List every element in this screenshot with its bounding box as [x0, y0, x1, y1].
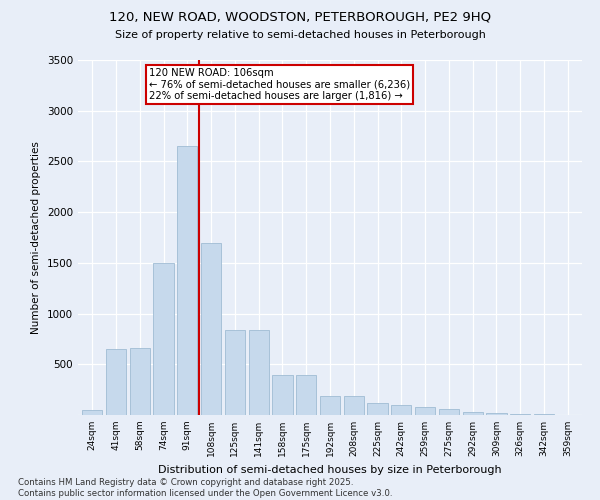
Bar: [225, 330, 245, 415]
Text: Contains HM Land Registry data © Crown copyright and database right 2025.
Contai: Contains HM Land Registry data © Crown c…: [18, 478, 392, 498]
Bar: [439, 410, 459, 415]
Bar: [177, 146, 197, 415]
Bar: [344, 396, 364, 415]
Bar: [154, 263, 173, 415]
X-axis label: Distribution of semi-detached houses by size in Peterborough: Distribution of semi-detached houses by …: [158, 464, 502, 474]
Bar: [82, 410, 103, 415]
Bar: [510, 414, 530, 415]
Bar: [463, 412, 483, 415]
Bar: [367, 403, 388, 415]
Bar: [201, 242, 221, 415]
Bar: [130, 348, 150, 415]
Bar: [534, 414, 554, 415]
Bar: [272, 376, 293, 415]
Bar: [391, 405, 412, 415]
Bar: [487, 413, 506, 415]
Text: Size of property relative to semi-detached houses in Peterborough: Size of property relative to semi-detach…: [115, 30, 485, 40]
Bar: [248, 330, 269, 415]
Bar: [106, 349, 126, 415]
Bar: [415, 408, 435, 415]
Bar: [296, 376, 316, 415]
Y-axis label: Number of semi-detached properties: Number of semi-detached properties: [31, 141, 41, 334]
Text: 120, NEW ROAD, WOODSTON, PETERBOROUGH, PE2 9HQ: 120, NEW ROAD, WOODSTON, PETERBOROUGH, P…: [109, 10, 491, 23]
Bar: [320, 396, 340, 415]
Text: 120 NEW ROAD: 106sqm
← 76% of semi-detached houses are smaller (6,236)
22% of se: 120 NEW ROAD: 106sqm ← 76% of semi-detac…: [149, 68, 410, 102]
